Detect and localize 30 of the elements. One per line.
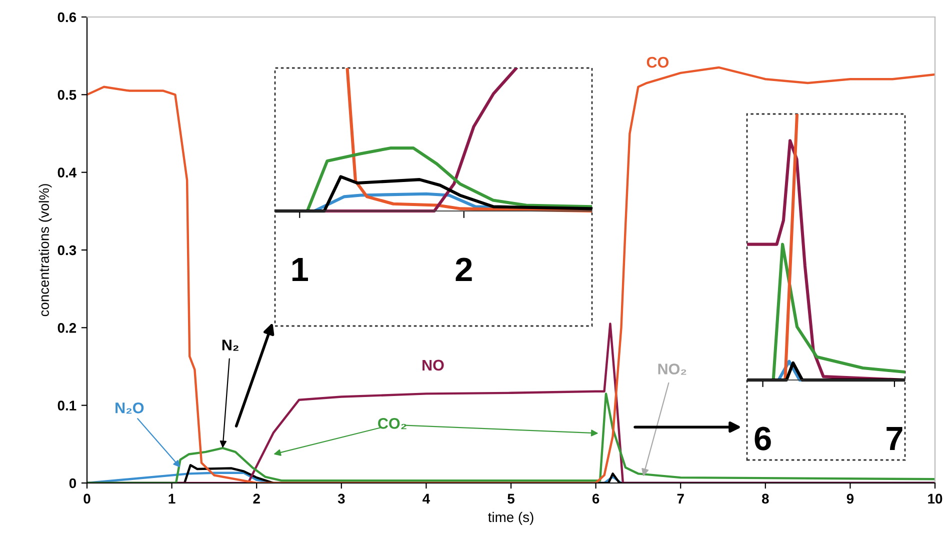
x-tick-label: 7 xyxy=(677,494,684,504)
x-tick-label: 3 xyxy=(338,494,345,504)
x-tick-label: 1 xyxy=(292,258,308,281)
x-tick-label: 2 xyxy=(253,494,260,504)
text: N₂O xyxy=(116,402,144,414)
series-label: NO xyxy=(422,360,444,371)
x-tick-label: 1 xyxy=(168,494,176,504)
x-tick-label: 0 xyxy=(84,494,90,504)
x-axis-title: time (s) xyxy=(488,512,534,525)
y-tick-label: 0.1 xyxy=(58,400,76,411)
series-label: CO xyxy=(646,56,669,68)
y-tick-label: 0 xyxy=(69,478,76,488)
text: CO₂ xyxy=(378,418,406,430)
x-tick-label: 10 xyxy=(928,494,942,504)
y-tick-label: 0.3 xyxy=(58,245,76,256)
x-tick-label: 8 xyxy=(762,494,769,504)
y-tick-label: 0.4 xyxy=(58,168,77,178)
x-tick-label: 2 xyxy=(456,258,472,281)
y-tick-label: 0.2 xyxy=(58,323,76,333)
x-tick-label: 6 xyxy=(754,426,771,450)
y-axis-title: concentrations (vol%) xyxy=(38,184,52,316)
annotation: NO₂ xyxy=(658,364,686,375)
x-tick-label: 9 xyxy=(846,494,854,504)
y-tick-label: 0.6 xyxy=(58,12,76,22)
x-tick-label: 4 xyxy=(422,494,430,504)
text: N₂ xyxy=(222,340,238,351)
x-tick-label: 6 xyxy=(592,494,600,504)
y-tick-label: 0.5 xyxy=(58,90,76,100)
x-tick-label: 7 xyxy=(886,427,902,450)
x-tick-label: 5 xyxy=(508,494,514,504)
